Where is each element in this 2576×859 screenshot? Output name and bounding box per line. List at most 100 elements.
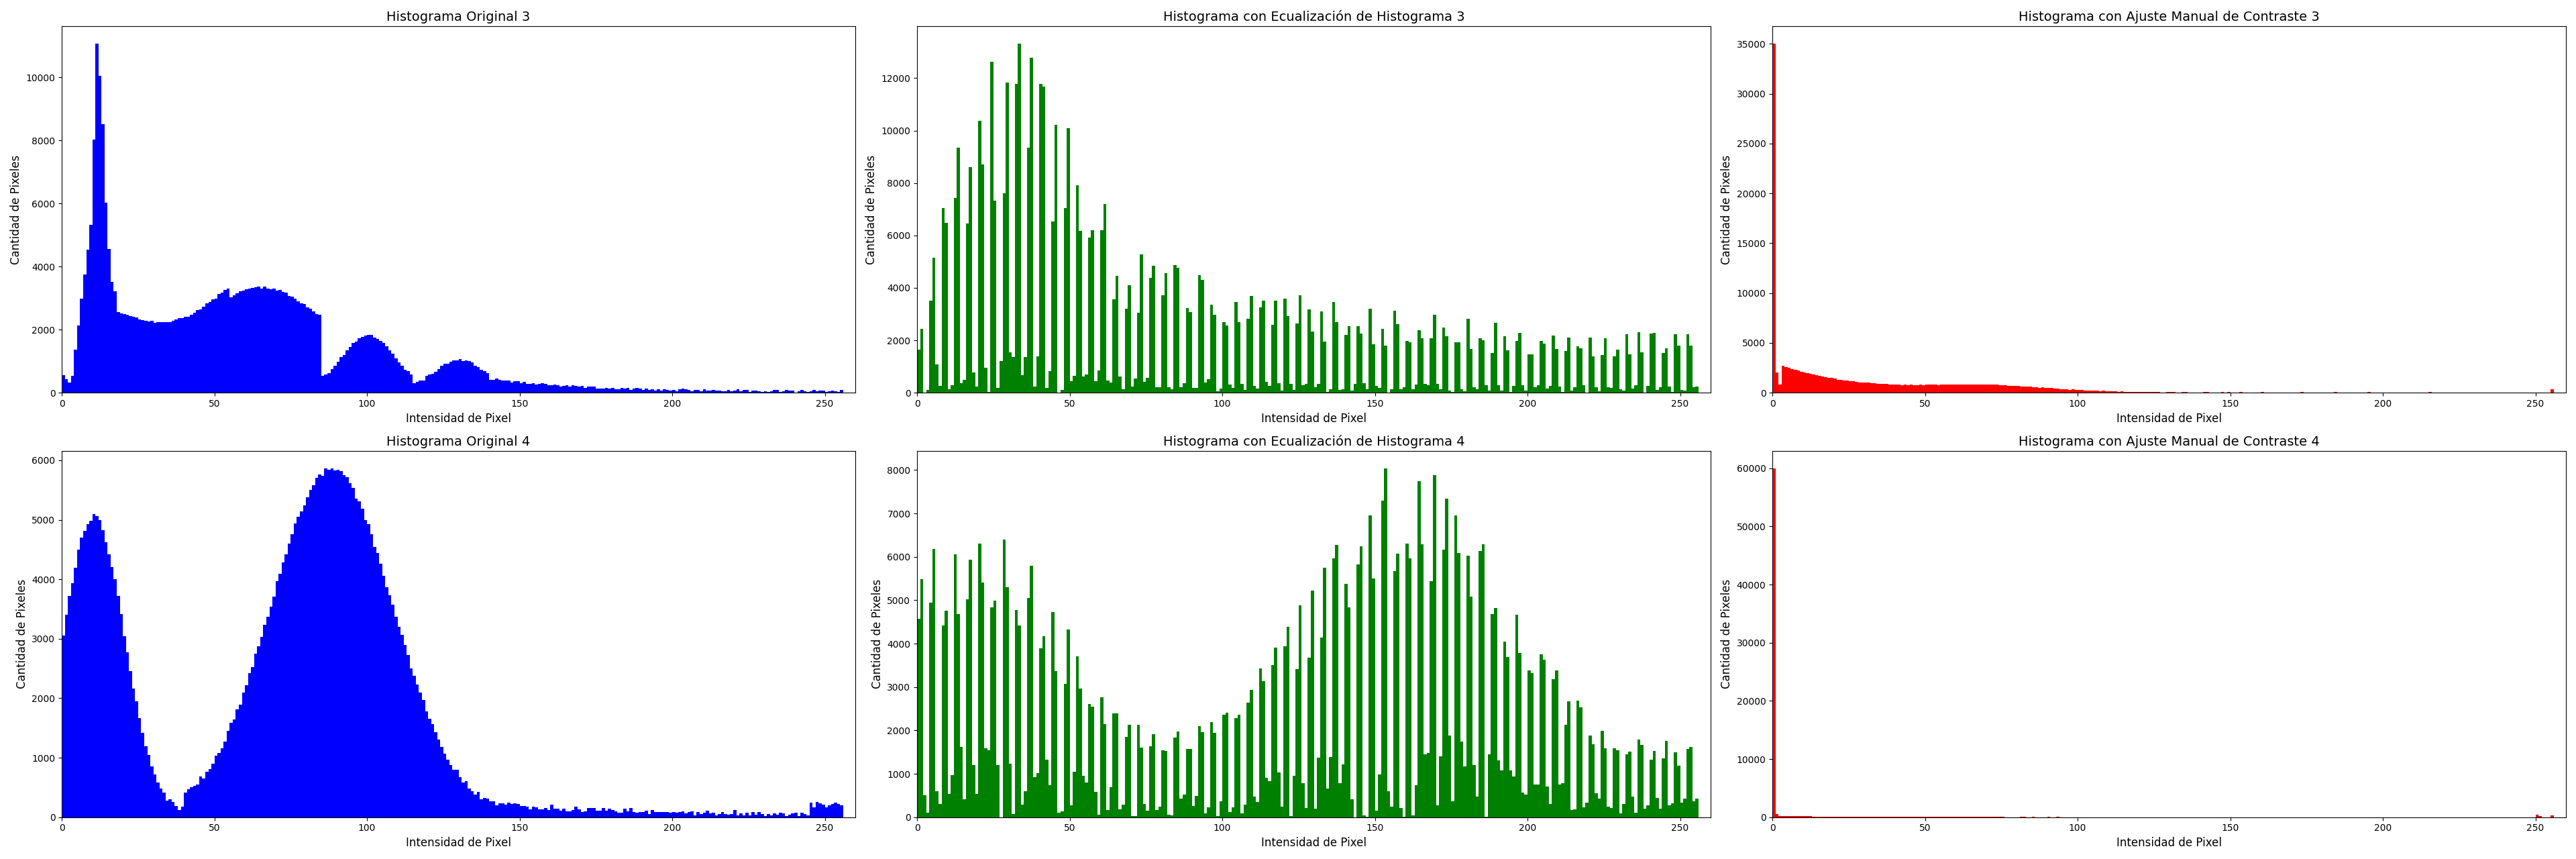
Bar xyxy=(1069,806,1072,817)
Bar xyxy=(1788,816,1790,817)
Bar xyxy=(706,390,708,393)
Bar xyxy=(510,382,513,393)
Bar xyxy=(270,289,273,393)
Bar xyxy=(600,389,603,393)
Bar xyxy=(948,389,951,393)
Bar xyxy=(397,627,402,817)
Bar xyxy=(1687,749,1690,817)
Bar xyxy=(229,723,232,817)
Bar xyxy=(209,769,211,817)
Bar xyxy=(667,812,670,817)
Bar xyxy=(126,314,129,393)
Bar xyxy=(255,654,258,817)
Bar xyxy=(1002,193,1005,393)
Bar xyxy=(1543,344,1546,393)
Bar xyxy=(719,813,721,817)
Bar xyxy=(817,802,819,817)
Bar xyxy=(366,524,371,817)
Bar xyxy=(240,704,242,817)
Bar xyxy=(1247,703,1249,817)
Bar xyxy=(412,675,415,817)
Bar xyxy=(2017,386,2020,393)
Bar xyxy=(1159,807,1162,817)
Bar xyxy=(981,582,984,817)
Bar xyxy=(1399,389,1401,393)
Bar xyxy=(1151,734,1154,817)
Bar xyxy=(358,502,361,817)
Bar xyxy=(1391,389,1394,393)
Bar xyxy=(1677,766,1680,817)
Bar xyxy=(1435,384,1440,393)
Bar xyxy=(242,291,245,393)
Bar xyxy=(2099,391,2102,393)
Bar xyxy=(1391,807,1394,817)
Bar xyxy=(1265,381,1267,393)
Bar xyxy=(116,595,121,817)
Bar xyxy=(562,386,564,393)
Bar xyxy=(1340,390,1342,393)
Bar xyxy=(67,383,72,393)
Bar xyxy=(420,381,422,393)
Bar xyxy=(1136,725,1141,817)
Bar xyxy=(1625,334,1628,393)
Bar xyxy=(1664,348,1667,393)
Bar xyxy=(1461,742,1463,817)
Bar xyxy=(966,600,969,817)
Bar xyxy=(737,815,739,817)
Bar xyxy=(757,812,760,817)
Bar xyxy=(1427,753,1430,817)
Bar xyxy=(629,807,634,817)
Bar xyxy=(837,804,840,817)
Bar xyxy=(98,521,100,817)
Bar xyxy=(167,322,173,393)
Bar xyxy=(1409,343,1412,393)
Bar xyxy=(482,798,487,817)
Bar xyxy=(933,258,935,393)
Bar xyxy=(1327,789,1329,817)
Bar xyxy=(683,811,685,817)
Bar xyxy=(422,381,425,393)
Bar xyxy=(263,625,265,817)
Bar xyxy=(1316,384,1319,393)
Bar xyxy=(1113,300,1115,393)
Bar xyxy=(956,148,961,393)
Bar xyxy=(721,392,724,393)
Bar xyxy=(77,326,80,393)
Bar xyxy=(1984,385,1986,393)
Bar xyxy=(1659,808,1662,817)
Bar xyxy=(1293,776,1296,817)
Bar xyxy=(595,811,600,817)
Bar xyxy=(1917,385,1919,393)
Bar xyxy=(1252,796,1257,817)
Bar xyxy=(2102,391,2105,393)
Bar xyxy=(840,390,842,393)
Bar xyxy=(1932,385,1935,393)
X-axis label: Intensidad de Pixel: Intensidad de Pixel xyxy=(1262,412,1365,424)
Bar xyxy=(621,813,623,817)
Bar xyxy=(518,381,520,393)
Bar xyxy=(1226,326,1229,393)
Bar xyxy=(793,813,799,817)
Bar xyxy=(474,795,477,817)
Bar xyxy=(739,813,742,817)
Bar xyxy=(1999,386,2002,393)
Bar xyxy=(577,809,580,817)
Bar xyxy=(1175,265,1177,393)
Bar xyxy=(1095,381,1097,393)
Bar xyxy=(1989,385,1991,393)
Bar xyxy=(1968,384,1971,393)
Bar xyxy=(984,748,987,817)
Bar xyxy=(124,636,126,817)
Bar xyxy=(603,389,605,393)
Bar xyxy=(1914,385,1917,393)
Bar xyxy=(2032,387,2035,393)
Bar xyxy=(1522,385,1525,393)
Bar xyxy=(1458,552,1461,817)
Bar xyxy=(1283,299,1285,393)
Bar xyxy=(523,382,526,393)
Bar xyxy=(1298,606,1301,817)
Bar xyxy=(1028,148,1030,393)
Bar xyxy=(1381,329,1383,393)
Bar xyxy=(129,316,131,393)
Bar xyxy=(938,386,943,393)
